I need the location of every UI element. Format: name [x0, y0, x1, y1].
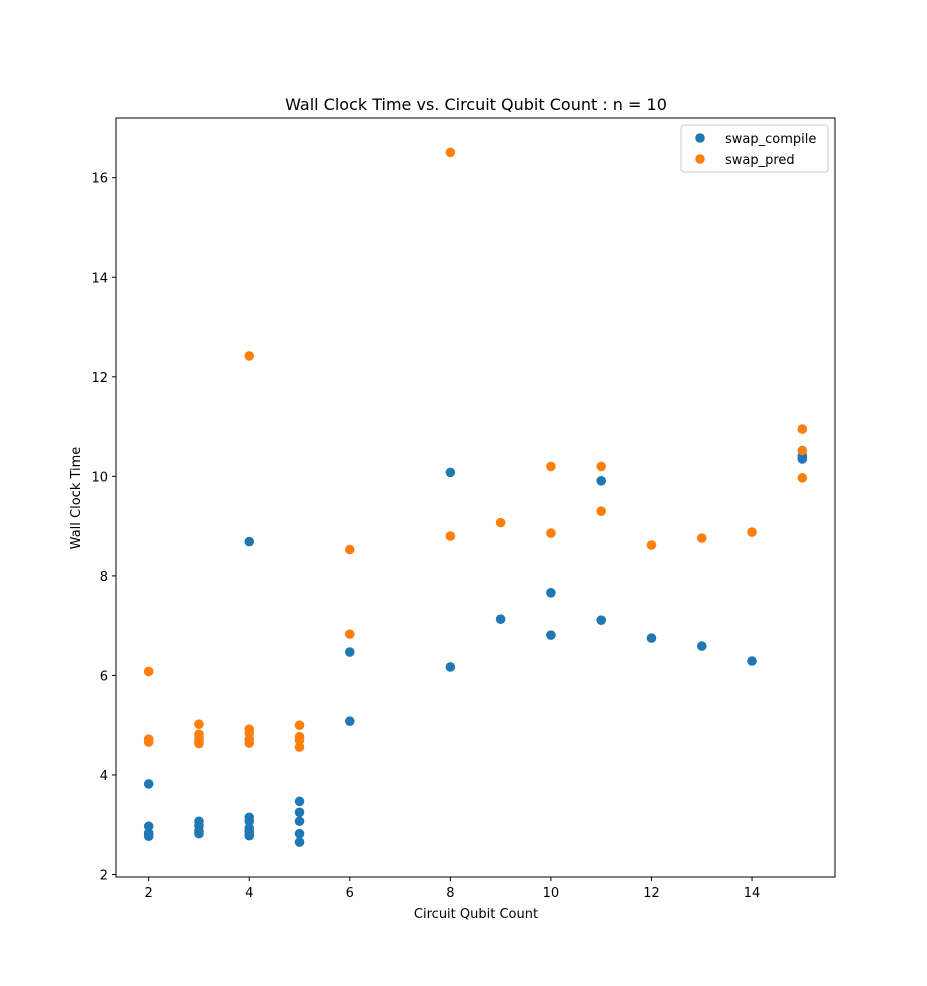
swap_pred-point: [495, 517, 506, 528]
swap_compile-point: [445, 662, 456, 672]
swap_pred-point: [143, 737, 154, 747]
legend-marker: [695, 154, 705, 164]
swap_pred-point: [747, 527, 757, 537]
legend-label: swap_compile: [725, 132, 816, 147]
legend-marker: [695, 133, 705, 143]
swap_pred-point: [797, 473, 808, 483]
swap_pred-point: [696, 533, 707, 543]
chart-title: Wall Clock Time vs. Circuit Qubit Count …: [285, 95, 667, 114]
swap_pred-point: [596, 506, 606, 516]
legend-box: [680, 124, 829, 173]
swap_compile-point: [194, 828, 204, 839]
swap_pred-point: [244, 738, 255, 748]
plot-frame: [115, 117, 836, 878]
swap_compile-point: [345, 647, 355, 657]
swap_compile-point: [244, 536, 255, 547]
swap_pred-point: [797, 424, 808, 434]
x-tick-label: 14: [744, 886, 761, 901]
y-tick-label: 12: [91, 371, 108, 386]
y-tick-label: 2: [100, 869, 108, 884]
swap_pred-point: [797, 445, 808, 456]
x-tick-label: 6: [346, 886, 354, 901]
swap_pred-point: [294, 720, 305, 730]
swap_compile-point: [294, 837, 305, 847]
swap_compile-point: [294, 796, 305, 807]
swap_pred-point: [546, 528, 556, 538]
swap_compile-point: [294, 828, 305, 839]
y-tick-label: 8: [100, 570, 108, 585]
x-axis-label: Circuit Qubit Count: [414, 907, 538, 922]
swap_compile-point: [294, 816, 305, 827]
swap_pred-point: [445, 147, 456, 158]
swap_pred-point: [596, 461, 606, 472]
x-axis-ticks: 2 4 6 8 10 12 14: [145, 877, 761, 901]
swap_compile-point: [546, 588, 556, 598]
swap_pred-point: [143, 666, 154, 677]
swap_compile-point: [546, 630, 556, 640]
y-tick-label: 10: [91, 470, 108, 485]
swap_pred-point: [194, 719, 204, 730]
y-tick-label: 4: [100, 769, 108, 784]
swap_compile-point: [696, 641, 707, 651]
swap_compile-series: [143, 451, 808, 847]
swap_pred-point: [294, 742, 305, 752]
swap_compile-point: [244, 830, 255, 841]
swap_pred-point: [445, 531, 456, 541]
swap_compile-point: [294, 807, 305, 818]
swap_pred-point: [345, 629, 355, 639]
swap_pred-point: [546, 461, 556, 472]
swap_pred-point: [294, 735, 305, 745]
y-tick-label: 14: [91, 271, 108, 286]
x-tick-label: 10: [543, 886, 560, 901]
x-tick-label: 8: [446, 886, 454, 901]
swap_compile-point: [596, 476, 606, 486]
y-tick-label: 16: [91, 172, 108, 187]
swap_pred-point: [646, 540, 657, 550]
swap_compile-point: [596, 615, 606, 625]
swap_pred-point: [244, 351, 255, 361]
swap_compile-point: [345, 716, 355, 727]
plot-marks: [143, 147, 808, 847]
swap_pred-point: [194, 738, 204, 749]
swap_compile-point: [797, 454, 808, 464]
legend: swap_compile swap_pred: [680, 124, 829, 173]
swap_compile-point: [143, 779, 154, 789]
x-tick-label: 12: [643, 886, 660, 901]
x-tick-label: 2: [145, 886, 153, 901]
legend-label: swap_pred: [725, 153, 795, 168]
y-axis-label: Wall Clock Time: [69, 447, 84, 550]
swap_compile-point: [495, 614, 506, 624]
swap_pred-point: [345, 544, 355, 555]
swap_pred-series: [143, 147, 808, 752]
swap_compile-point: [244, 816, 255, 827]
swap_compile-point: [646, 633, 657, 643]
swap_compile-point: [143, 831, 154, 841]
y-axis-ticks: 2 4 6 8 10 12 14 16: [91, 172, 116, 884]
swap_compile-point: [747, 656, 757, 666]
swap_compile-point: [143, 821, 154, 832]
swap_compile-point: [445, 467, 456, 478]
x-tick-label: 4: [245, 886, 253, 901]
y-tick-label: 6: [100, 669, 108, 684]
